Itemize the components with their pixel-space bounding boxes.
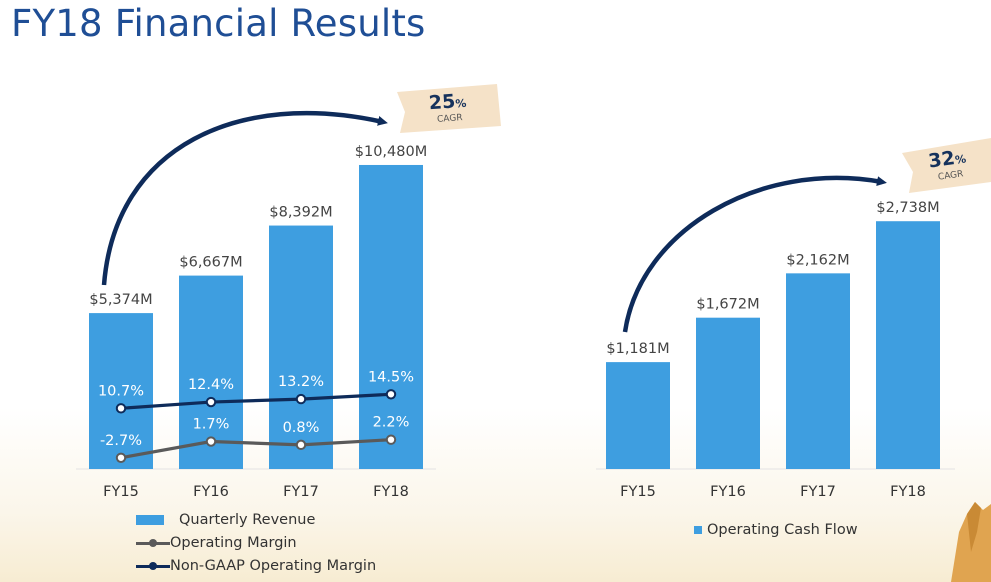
revenue-cagr-value: 25 — [428, 91, 456, 115]
legend-swatch-operating-margin — [136, 538, 170, 548]
bar-value-label: $8,392M — [269, 205, 332, 221]
revenue-cagr-tag: 25% CAGR — [397, 84, 501, 133]
legend-label-revenue: Quarterly Revenue — [179, 511, 316, 528]
legend-swatch-non-gaap-margin — [136, 561, 170, 571]
legend-swatch-revenue — [136, 514, 164, 525]
bar-value-label: $6,667M — [179, 255, 242, 271]
legend-item-quarterly-revenue: Quarterly Revenue — [136, 508, 376, 531]
bar-fy16 — [696, 317, 760, 469]
non-gaap-margin-line — [120, 392, 392, 410]
legend-item-operating-margin: Operating Margin — [136, 531, 376, 554]
bar-fy15 — [606, 362, 670, 469]
cashflow-bars — [606, 221, 940, 469]
non-gaap-margin-value-label: 13.2% — [278, 374, 324, 390]
category-label: FY18 — [373, 484, 409, 500]
bar-fy18 — [876, 221, 940, 469]
category-label: FY16 — [710, 484, 746, 500]
non-gaap-margin-point — [385, 389, 397, 400]
bar-fy15 — [89, 313, 153, 469]
category-label: FY15 — [103, 484, 139, 500]
revenue-chart: $5,374M$6,667M$8,392M$10,480M FY15 FY16 FY… — [76, 84, 501, 500]
bar-fy17 — [786, 273, 850, 469]
cashflow-cagr-arrow — [622, 175, 887, 333]
revenue-cagr-unit: % — [455, 97, 467, 111]
revenue-bars — [89, 164, 423, 469]
legend-item-non-gaap-margin: Non-GAAP Operating Margin — [136, 554, 376, 577]
non-gaap-margin-value-label: 12.4% — [188, 377, 234, 393]
operating-margin-value-label: 2.2% — [373, 415, 410, 431]
bar-value-label: $1,181M — [606, 341, 669, 357]
operating-margin-value-label: 1.7% — [193, 417, 230, 433]
svg-text:25%: 25% — [428, 90, 467, 115]
category-label: FY18 — [890, 484, 926, 500]
operating-margin-point — [295, 439, 307, 451]
bar-value-label: $5,374M — [89, 292, 152, 308]
legend-swatch-cash-flow — [694, 525, 702, 534]
legend-item-operating-cash-flow: Operating Cash Flow — [694, 518, 858, 541]
bar-value-label: $2,162M — [786, 252, 849, 268]
bar-value-label: $1,672M — [696, 297, 759, 313]
operating-margin-value-label: 0.8% — [283, 420, 320, 436]
operating-margin-point — [205, 436, 217, 447]
cashflow-value-labels: $1,181M $1,672M $2,162M $2,738M — [606, 200, 939, 357]
cashflow-cagr-caption: CAGR — [937, 169, 964, 182]
operating-margin-line — [120, 438, 392, 460]
legend-label-cash-flow: Operating Cash Flow — [707, 521, 858, 538]
cashflow-category-labels: FY15 FY16 FY17 FY18 — [620, 484, 926, 500]
bar-value-label: $10,480M — [355, 144, 427, 160]
category-label: FY16 — [193, 484, 229, 500]
bar-value-label: $2,738M — [876, 200, 939, 216]
non-gaap-margin-point — [295, 393, 307, 405]
legend-label-operating-margin: Operating Margin — [170, 534, 297, 551]
revenue-value-labels: $5,374M $6,667M $8,392M $10,480M — [89, 144, 427, 308]
operating-margin-point — [115, 452, 127, 463]
non-gaap-margin-value-label: 14.5% — [368, 369, 414, 385]
cashflow-cagr-value: 32 — [927, 147, 956, 172]
svg-text:32%: 32% — [927, 146, 967, 173]
revenue-cagr-arrow — [101, 110, 388, 286]
category-label: FY17 — [283, 484, 319, 500]
legend-label-non-gaap-margin: Non-GAAP Operating Margin — [170, 557, 377, 574]
revenue-category-labels: FY15 FY16 FY17 FY18 — [103, 484, 409, 500]
non-gaap-margin-point — [205, 396, 217, 408]
category-label: FY15 — [620, 484, 656, 500]
cashflow-cagr-unit: % — [954, 152, 967, 166]
revenue-legend: Quarterly Revenue Operating Margin Non-G… — [136, 508, 376, 577]
bar-fy17 — [269, 225, 333, 469]
non-gaap-margin-value-label: 10.7% — [98, 383, 144, 399]
mountain-decoration-icon — [951, 502, 991, 582]
cashflow-legend: Operating Cash Flow — [694, 518, 858, 541]
operating-margin-point — [385, 434, 397, 445]
non-gaap-margin-series: 10.7% 12.4% 13.2% 14.5% — [98, 369, 414, 414]
operating-margin-value-label: -2.7% — [100, 433, 142, 449]
bar-fy18 — [359, 164, 423, 469]
operating-margin-series: -2.7% 1.7% 0.8% 2.2% — [100, 415, 410, 463]
cashflow-cagr-tag: 32% CAGR — [902, 138, 991, 193]
cashflow-chart: $1,181M$1,672M$2,162M$2,738M FY15 FY16 FY1… — [596, 138, 991, 500]
non-gaap-margin-point — [115, 403, 127, 414]
category-label: FY17 — [800, 484, 836, 500]
revenue-cagr-caption: CAGR — [437, 113, 463, 125]
page-title: FY18 Financial Results — [11, 2, 426, 45]
